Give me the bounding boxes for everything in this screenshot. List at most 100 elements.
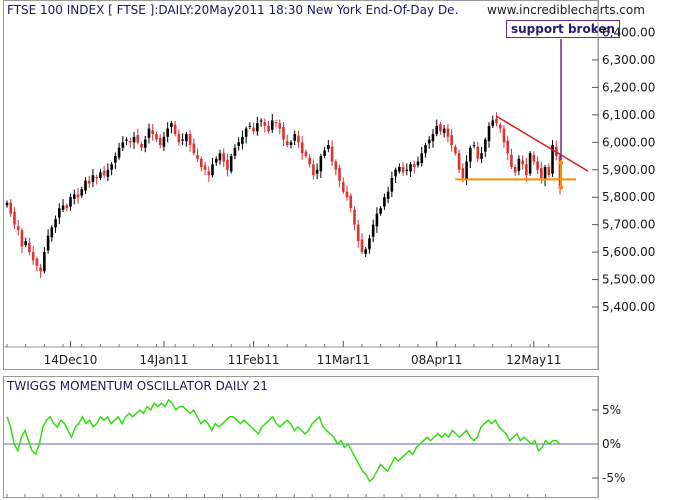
candle <box>412 160 416 174</box>
x-tick-label: 14Dec10 <box>44 353 98 367</box>
candle <box>31 245 35 265</box>
candle <box>9 199 13 217</box>
candle-body <box>312 164 315 176</box>
candle <box>24 237 27 248</box>
candle-body <box>147 128 151 138</box>
candle-body <box>371 224 375 237</box>
candle <box>360 233 364 255</box>
candle-body <box>390 177 394 192</box>
support-broken-annotation: support broken <box>506 20 621 38</box>
candle-body <box>465 161 468 180</box>
candle <box>521 155 524 170</box>
candle-body <box>65 205 69 209</box>
candle <box>480 146 483 164</box>
candle <box>308 154 311 168</box>
osc-y-tick-label: 0% <box>602 437 621 451</box>
candle <box>237 137 240 151</box>
candle-body <box>502 128 506 143</box>
candle-body <box>319 156 323 172</box>
candle <box>214 156 218 166</box>
candle <box>323 146 326 159</box>
candle <box>386 186 390 204</box>
candle <box>72 189 76 205</box>
candle <box>143 135 147 153</box>
candle <box>69 193 72 211</box>
candle <box>513 164 517 176</box>
candle <box>252 122 255 135</box>
candle-body <box>16 226 20 231</box>
chart-title: FTSE 100 INDEX [ FTSE ]:DAILY:20May2011 … <box>7 3 459 17</box>
website-label[interactable]: www.incrediblecharts.com <box>487 3 645 17</box>
candle-body <box>315 169 319 174</box>
candle <box>162 131 166 152</box>
y-tick-label: 5,700.00 <box>602 218 655 232</box>
candle <box>173 121 177 137</box>
candle-body <box>199 158 203 168</box>
candle <box>431 129 435 148</box>
candle-body <box>214 158 218 163</box>
candle <box>50 225 54 242</box>
candle-body <box>24 241 27 245</box>
candle <box>379 205 382 216</box>
candle-body <box>39 267 42 272</box>
candle-body <box>177 134 181 143</box>
candle-body <box>259 120 263 122</box>
candle <box>248 122 252 130</box>
candle <box>87 175 91 188</box>
candle-body <box>547 167 551 176</box>
candle-body <box>353 209 356 225</box>
candle-body <box>91 175 95 182</box>
candle <box>525 157 528 182</box>
osc-y-tick-label: -5% <box>602 471 625 485</box>
candle-body <box>13 212 16 225</box>
candle <box>158 134 162 149</box>
candle <box>383 193 386 210</box>
price-chart-panel: FTSE 100 INDEX [ FTSE ]:DAILY:20May2011 … <box>3 0 655 370</box>
y-tick-label: 5,400.00 <box>602 300 655 314</box>
candle-body <box>263 121 267 126</box>
candle-body <box>532 154 536 162</box>
candle <box>532 151 536 165</box>
candle-body <box>420 153 424 164</box>
candle-body <box>192 143 196 154</box>
candle <box>420 146 424 167</box>
candle <box>338 164 341 188</box>
candle-body <box>442 128 446 133</box>
candle-body <box>551 145 554 174</box>
candle-body <box>327 145 330 149</box>
candle-body <box>274 121 278 124</box>
y-tick-label: 6,200.00 <box>602 80 655 94</box>
candle <box>319 153 323 178</box>
candle <box>196 148 199 163</box>
candle <box>267 120 270 134</box>
candle <box>99 168 102 181</box>
candle <box>457 149 461 174</box>
candle <box>16 219 20 236</box>
candle-body <box>155 134 158 140</box>
candle-body <box>5 202 9 206</box>
candle-body <box>46 235 50 251</box>
candle <box>282 121 285 147</box>
candle <box>129 137 132 148</box>
candle <box>95 174 98 185</box>
candle-body <box>158 137 162 146</box>
candle-body <box>248 125 252 127</box>
candle <box>166 122 169 143</box>
candle <box>39 263 42 278</box>
candle-body <box>405 169 409 171</box>
candle <box>140 141 143 152</box>
candle-body <box>323 150 326 157</box>
breakdown-dot-bottom <box>558 185 564 190</box>
candle <box>442 125 446 138</box>
candle <box>132 131 136 149</box>
candle-body <box>297 135 300 143</box>
candle-body <box>398 167 401 172</box>
candle <box>424 142 427 158</box>
candle <box>368 234 371 254</box>
candle <box>211 157 214 178</box>
candle <box>65 203 69 212</box>
candle-body <box>196 154 199 159</box>
candle-body <box>143 139 147 148</box>
x-tick-label: 11Mar11 <box>317 353 370 367</box>
candle <box>416 156 420 168</box>
